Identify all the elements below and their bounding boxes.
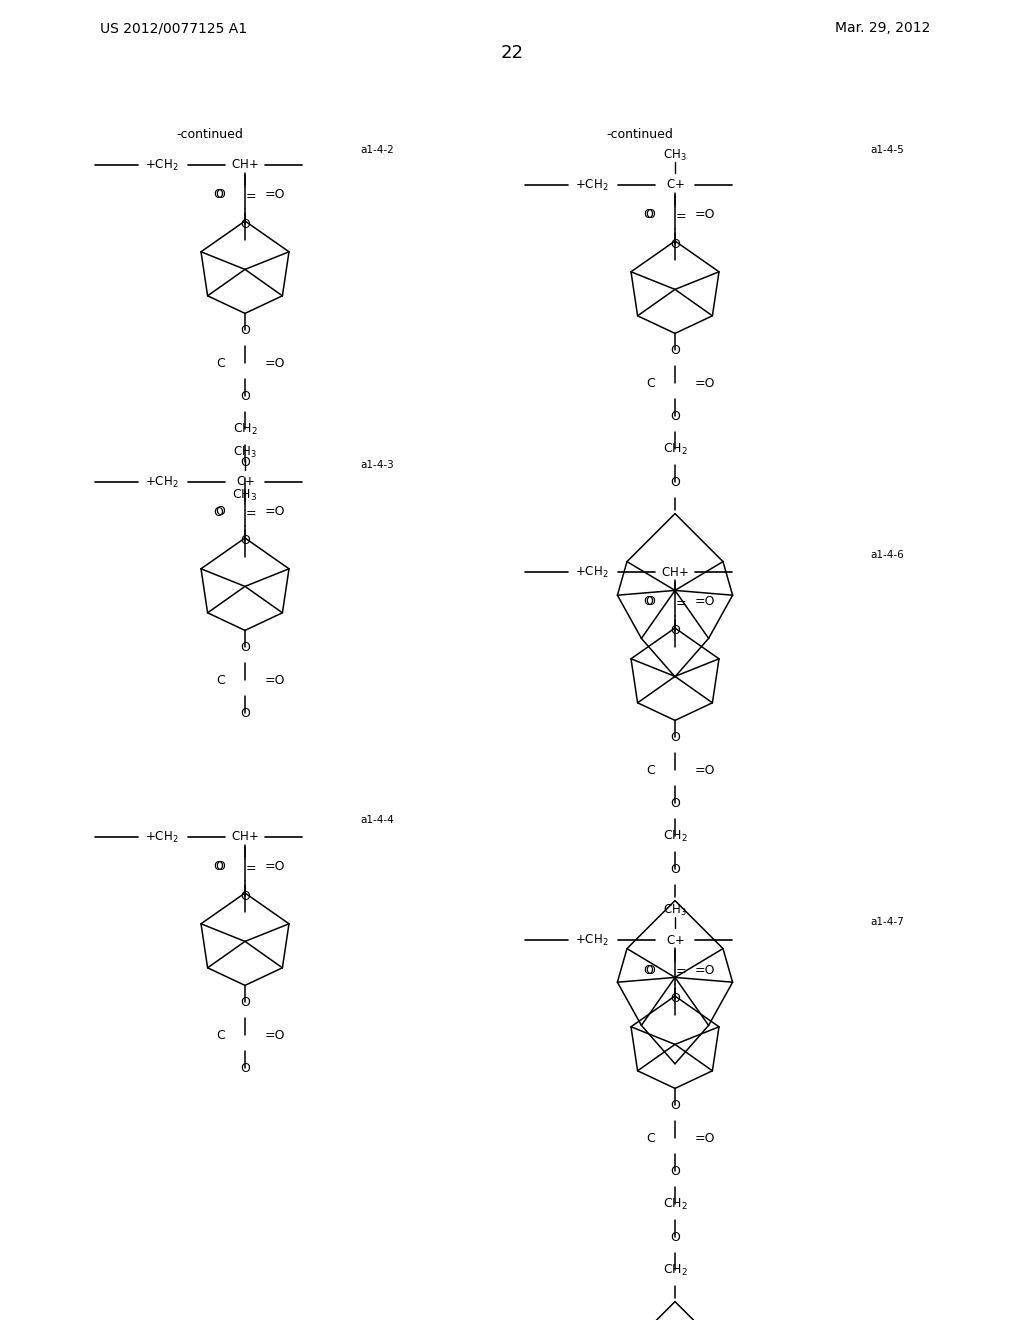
Text: O: O <box>670 345 680 356</box>
Text: C: C <box>216 675 225 686</box>
Text: O: O <box>670 797 680 810</box>
Text: O: O <box>213 506 223 519</box>
Text: O: O <box>215 189 225 202</box>
Text: $+$CH$_2$: $+$CH$_2$ <box>145 829 179 845</box>
Text: O: O <box>645 595 655 609</box>
Text: C: C <box>646 378 655 389</box>
Text: =O: =O <box>695 209 716 222</box>
Text: a1-4-3: a1-4-3 <box>360 459 394 470</box>
Text: O: O <box>670 1164 680 1177</box>
Text: =O: =O <box>265 356 286 370</box>
Text: O: O <box>240 323 250 337</box>
Text: $\mathdefault{=}$: $\mathdefault{=}$ <box>673 964 687 977</box>
Text: O: O <box>240 642 250 653</box>
Text: C: C <box>216 356 225 370</box>
Text: $\mathdefault{=}$: $\mathdefault{=}$ <box>243 506 257 519</box>
Text: $+$CH$_2$: $+$CH$_2$ <box>575 565 608 579</box>
Text: =O: =O <box>265 675 286 686</box>
Text: CH$_2$: CH$_2$ <box>663 1197 687 1212</box>
Text: O: O <box>240 455 250 469</box>
Text: CH$_2$: CH$_2$ <box>663 1263 687 1278</box>
Text: O: O <box>645 209 655 222</box>
Text: -continued: -continued <box>176 128 244 141</box>
Text: C$+$: C$+$ <box>666 178 684 191</box>
Text: US 2012/0077125 A1: US 2012/0077125 A1 <box>100 21 247 36</box>
Text: O: O <box>643 595 653 609</box>
Text: a1-4-2: a1-4-2 <box>360 145 394 154</box>
Text: C$+$: C$+$ <box>666 933 684 946</box>
Text: O: O <box>670 1098 680 1111</box>
Text: O: O <box>215 861 225 874</box>
Text: O: O <box>213 189 223 202</box>
Text: O: O <box>643 964 653 977</box>
Text: =O: =O <box>265 506 286 519</box>
Text: =O: =O <box>695 764 716 777</box>
Text: $\mathdefault{=}$: $\mathdefault{=}$ <box>243 189 257 202</box>
Text: a1-4-6: a1-4-6 <box>870 550 904 560</box>
Text: CH$_3$: CH$_3$ <box>233 445 257 459</box>
Text: CH$+$: CH$+$ <box>231 830 259 843</box>
Text: CH$_3$: CH$_3$ <box>664 903 687 917</box>
Text: C: C <box>646 764 655 777</box>
Text: =O: =O <box>265 1028 286 1041</box>
Text: $+$CH$_2$: $+$CH$_2$ <box>145 474 179 490</box>
Text: C: C <box>216 1028 225 1041</box>
Text: $+$CH$_2$: $+$CH$_2$ <box>575 932 608 948</box>
Text: O: O <box>240 995 250 1008</box>
Text: O: O <box>670 624 680 638</box>
Text: =O: =O <box>695 964 716 977</box>
Text: Mar. 29, 2012: Mar. 29, 2012 <box>835 21 930 36</box>
Text: O: O <box>213 861 223 874</box>
Text: a1-4-7: a1-4-7 <box>870 917 904 927</box>
Text: O: O <box>670 1230 680 1243</box>
Text: $+$CH$_2$: $+$CH$_2$ <box>575 177 608 193</box>
Text: O: O <box>670 731 680 744</box>
Text: CH$_3$: CH$_3$ <box>232 488 258 503</box>
Text: =O: =O <box>695 1133 716 1144</box>
Text: C$+$: C$+$ <box>236 475 254 488</box>
Text: 22: 22 <box>501 44 523 62</box>
Text: O: O <box>670 477 680 488</box>
Text: O: O <box>240 890 250 903</box>
Text: C: C <box>646 1133 655 1144</box>
Text: =O: =O <box>265 861 286 874</box>
Text: O: O <box>215 506 225 519</box>
Text: CH$_2$: CH$_2$ <box>232 422 257 437</box>
Text: O: O <box>670 411 680 422</box>
Text: =O: =O <box>695 595 716 609</box>
Text: O: O <box>240 708 250 719</box>
Text: $\mathdefault{=}$: $\mathdefault{=}$ <box>243 861 257 874</box>
Text: O: O <box>240 535 250 548</box>
Text: O: O <box>670 993 680 1006</box>
Text: CH$_2$: CH$_2$ <box>663 829 687 843</box>
Text: CH$_3$: CH$_3$ <box>664 148 687 162</box>
Text: a1-4-4: a1-4-4 <box>360 814 394 825</box>
Text: a1-4-5: a1-4-5 <box>870 145 904 154</box>
Text: O: O <box>240 218 250 231</box>
Text: $\mathdefault{=}$: $\mathdefault{=}$ <box>673 595 687 609</box>
Text: O: O <box>240 389 250 403</box>
Text: CH$+$: CH$+$ <box>662 565 689 578</box>
Text: O: O <box>670 863 680 876</box>
Text: O: O <box>670 238 680 251</box>
Text: -continued: -continued <box>606 128 674 141</box>
Text: O: O <box>240 1061 250 1074</box>
Text: CH$_2$: CH$_2$ <box>663 442 687 457</box>
Text: O: O <box>643 209 653 222</box>
Text: $+$CH$_2$: $+$CH$_2$ <box>145 157 179 173</box>
Text: =O: =O <box>695 378 716 389</box>
Text: O: O <box>645 964 655 977</box>
Text: =O: =O <box>265 189 286 202</box>
Text: $\mathdefault{=}$: $\mathdefault{=}$ <box>673 209 687 222</box>
Text: CH$+$: CH$+$ <box>231 158 259 172</box>
